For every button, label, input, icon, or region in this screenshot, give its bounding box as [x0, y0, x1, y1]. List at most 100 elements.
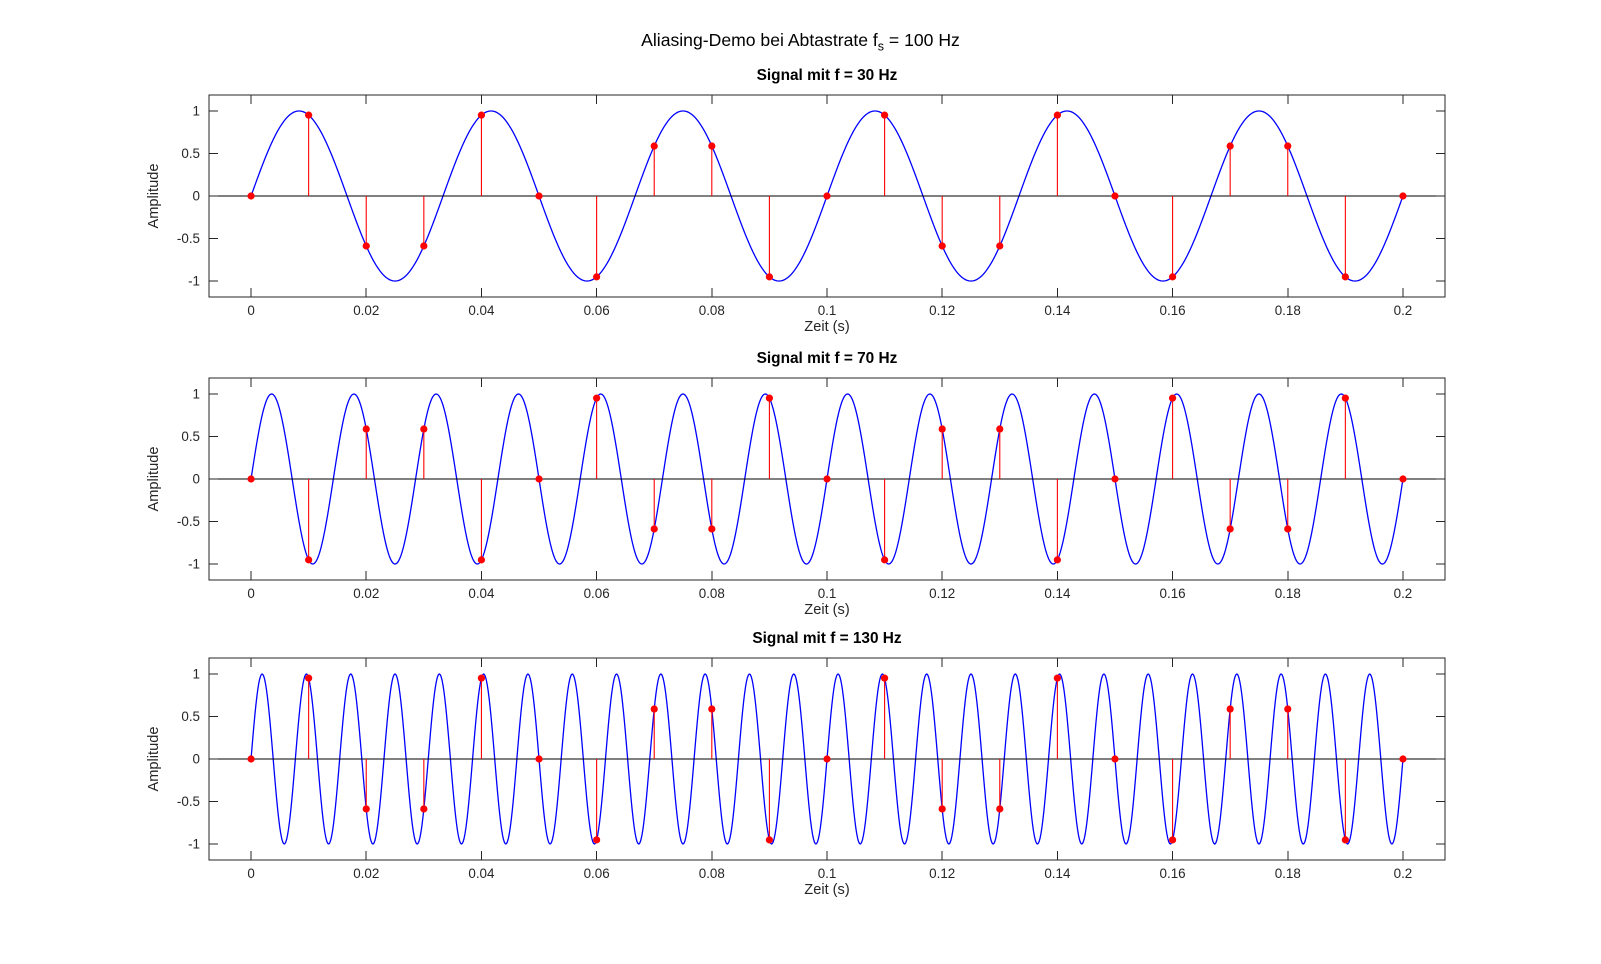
- sample-marker: [1226, 142, 1234, 150]
- sample-marker: [880, 111, 889, 119]
- sample-marker: [305, 556, 313, 564]
- subplot-130hz: 0 0.02 0.04 0.06 0.08 0.1 0.12 0.14 0.16 0.18 0.2 -…: [177, 657, 1446, 881]
- sample-marker: [996, 425, 1004, 433]
- sample-marker: [1168, 394, 1177, 402]
- y-tick-label: -0.5: [177, 794, 200, 809]
- x-tick-label: 0.16: [1160, 866, 1186, 881]
- subplot-30hz: 0 0.02 0.04 0.06 0.08 0.1 0.12 0.14 0.16 0.18 0.2 -…: [177, 94, 1446, 318]
- sample-marker: [938, 242, 946, 250]
- stem-plot: [247, 394, 1407, 564]
- x-tick-label: 0.06: [584, 866, 610, 881]
- x-tick-label: 0.08: [699, 303, 725, 318]
- sample-marker: [1284, 525, 1292, 533]
- axes-box: [208, 94, 1446, 298]
- sample-marker: [420, 425, 428, 433]
- x-tick-label: 0.2: [1394, 303, 1413, 318]
- sample-marker: [1341, 836, 1349, 844]
- sample-marker: [305, 111, 313, 119]
- x-tick-label: 0.04: [468, 303, 495, 318]
- figure-title: Aliasing-Demo bei Abtastrate fs = 100 Hz: [0, 30, 1601, 56]
- figure-title-subscript: s: [877, 39, 885, 54]
- y-tick-label: 0.5: [181, 146, 200, 161]
- y-tick-label: 0: [193, 752, 200, 767]
- subplot-title-70hz: Signal mit f = 70 Hz: [756, 350, 898, 367]
- y-tick-label: 1: [193, 103, 200, 118]
- subplot-70hz: 0 0.02 0.04 0.06 0.08 0.1 0.12 0.14 0.16 0.18 0.2 -…: [177, 377, 1446, 601]
- x-tick-label: 0.08: [699, 586, 725, 601]
- x-axis-label-70hz: Zeit (s): [804, 602, 850, 618]
- x-axis-label-130hz: Zeit (s): [804, 882, 850, 898]
- y-tick-label: 0: [193, 472, 200, 487]
- x-tick-label: 0.18: [1275, 303, 1301, 318]
- sample-marker: [650, 525, 658, 533]
- sample-marker: [880, 674, 889, 682]
- x-tick-label: 0.12: [929, 866, 955, 881]
- sample-marker: [823, 475, 831, 483]
- x-tick-label: 0.08: [699, 866, 725, 881]
- sample-marker: [362, 805, 370, 813]
- sample-marker: [938, 805, 946, 813]
- sample-marker: [1284, 142, 1292, 150]
- x-tick-label: 0.1: [818, 586, 837, 601]
- stem-plot: [247, 674, 1407, 844]
- y-tick-label: -1: [188, 837, 200, 852]
- x-tick-label: 0.12: [929, 303, 955, 318]
- sample-marker: [1111, 192, 1119, 200]
- x-tick-label: 0.16: [1160, 303, 1186, 318]
- tick-labels: 0 0.02 0.04 0.06 0.08 0.1 0.12 0.14 0.16 0.18 0.2 -…: [177, 386, 1412, 601]
- y-axis-label-70hz: Amplitude: [146, 446, 162, 512]
- sample-marker: [535, 192, 543, 200]
- x-axis-label-30hz: Zeit (s): [804, 319, 850, 335]
- x-tick-label: 0.1: [818, 866, 837, 881]
- y-tick-label: 0.5: [181, 429, 200, 444]
- sample-marker: [593, 394, 601, 402]
- x-tick-label: 0.14: [1044, 586, 1071, 601]
- x-tick-label: 0.14: [1044, 866, 1071, 881]
- y-tick-label: 0: [193, 189, 200, 204]
- sample-marker: [1111, 755, 1119, 763]
- sample-marker: [765, 394, 774, 402]
- x-tick-label: 0.06: [584, 303, 610, 318]
- x-tick-label: 0.04: [468, 866, 495, 881]
- sample-marker: [362, 425, 370, 433]
- y-tick-label: 0.5: [181, 709, 200, 724]
- sample-marker: [823, 755, 831, 763]
- x-tick-label: 0.02: [353, 586, 379, 601]
- tick-labels: 0 0.02 0.04 0.06 0.08 0.1 0.12 0.14 0.16 0.18 0.2 -…: [177, 103, 1412, 318]
- sample-marker: [823, 192, 831, 200]
- x-tick-label: 0.12: [929, 586, 955, 601]
- x-tick-label: 0.02: [353, 866, 379, 881]
- sample-marker: [765, 836, 774, 844]
- sample-marker: [1284, 705, 1292, 713]
- sample-marker: [593, 273, 601, 281]
- sample-marker: [1341, 273, 1349, 281]
- sample-marker: [996, 805, 1004, 813]
- sample-marker: [1168, 836, 1177, 844]
- x-tick-label: 0.1: [818, 303, 837, 318]
- y-tick-label: 1: [193, 666, 200, 681]
- sample-marker: [708, 525, 716, 533]
- sample-marker: [708, 705, 716, 713]
- x-tick-label: 0.18: [1275, 586, 1301, 601]
- figure-title-text: Aliasing-Demo bei Abtastrate f: [641, 30, 878, 50]
- sample-marker: [420, 242, 428, 250]
- x-tick-label: 0: [247, 866, 254, 881]
- sample-marker: [420, 805, 428, 813]
- x-tick-label: 0.16: [1160, 586, 1186, 601]
- sample-marker: [247, 192, 255, 200]
- sample-marker: [477, 111, 486, 119]
- figure-title-units: = 100 Hz: [884, 30, 960, 50]
- sample-marker: [1053, 674, 1061, 682]
- y-tick-label: -0.5: [177, 514, 200, 529]
- sample-marker: [1399, 192, 1407, 200]
- sample-marker: [477, 556, 486, 564]
- sample-marker: [535, 475, 543, 483]
- sample-marker: [1053, 556, 1061, 564]
- sample-marker: [477, 674, 486, 682]
- sample-marker: [305, 674, 313, 682]
- x-tick-label: 0: [247, 303, 254, 318]
- x-tick-label: 0: [247, 586, 254, 601]
- y-axis-label-130hz: Amplitude: [146, 726, 162, 792]
